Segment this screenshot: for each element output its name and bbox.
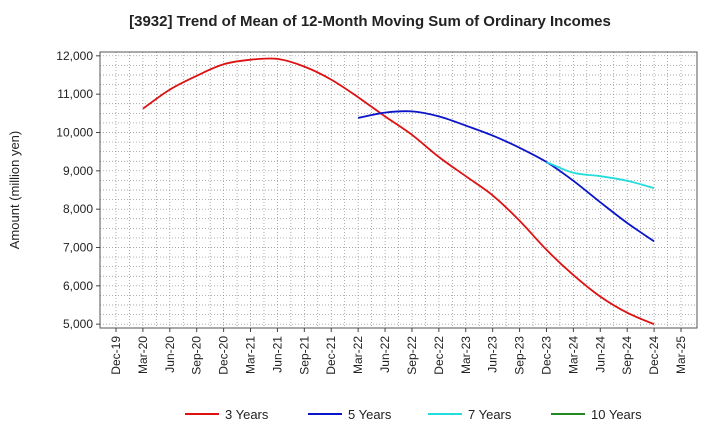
y-tick-label: 8,000 — [63, 202, 93, 216]
series-line-3-years — [142, 57, 655, 326]
x-tick-label: Jun-21 — [270, 336, 284, 373]
y-tick-label: 12,000 — [56, 49, 93, 63]
x-tick-label: Dec-23 — [539, 336, 553, 375]
x-tick-label: Sep-24 — [620, 336, 634, 375]
y-tick-label: 11,000 — [57, 87, 93, 101]
y-tick-label: 6,000 — [63, 279, 93, 293]
y-tick-label: 7,000 — [63, 241, 93, 255]
x-axis-ticks: Dec-19 Mar-20 Jun-20 Sep-20 Dec-20 Mar-21 Jun-… — [109, 328, 688, 375]
x-tick-label: Sep-20 — [190, 336, 204, 375]
x-tick-label: Sep-23 — [513, 336, 527, 375]
x-tick-label: Mar-22 — [351, 336, 365, 374]
x-tick-label: Dec-22 — [432, 336, 446, 375]
x-tick-label: Mar-21 — [244, 336, 258, 374]
x-tick-label: Mar-24 — [566, 336, 580, 374]
y-tick-label: 9,000 — [63, 164, 93, 178]
x-tick-label: Jun-22 — [378, 336, 392, 373]
legend: 3 Years 5 Years 7 Years 10 Years — [185, 407, 642, 422]
x-tick-label: Dec-24 — [647, 336, 661, 375]
x-tick-label: Mar-20 — [136, 336, 150, 374]
x-tick-label: Jun-24 — [593, 336, 607, 373]
x-tick-label: Dec-20 — [217, 336, 231, 375]
chart-title: [3932] Trend of Mean of 12-Month Moving … — [129, 13, 611, 30]
x-tick-label: Mar-25 — [674, 336, 688, 374]
series-line-5-years — [357, 110, 655, 243]
series-line-7-years — [546, 161, 655, 189]
grid-lines — [100, 52, 697, 328]
x-tick-label: Jun-20 — [163, 336, 177, 373]
y-tick-label: 5,000 — [63, 317, 93, 331]
x-tick-label: Dec-19 — [109, 336, 123, 375]
legend-label-7-years: 7 Years — [468, 407, 512, 422]
plot-frame — [99, 51, 698, 329]
y-axis-label: Amount (million yen) — [7, 131, 22, 250]
x-tick-label: Sep-22 — [405, 336, 419, 375]
series-lines — [142, 57, 655, 326]
x-tick-label: Dec-21 — [324, 336, 338, 375]
y-axis-ticks: 5,000 6,000 7,000 8,000 9,000 10,000 11,000 12,… — [56, 49, 100, 331]
x-tick-label: Jun-23 — [486, 336, 500, 373]
legend-label-3-years: 3 Years — [225, 407, 269, 422]
y-tick-label: 10,000 — [56, 126, 93, 140]
legend-label-5-years: 5 Years — [348, 407, 392, 422]
legend-label-10-years: 10 Years — [591, 407, 642, 422]
x-tick-label: Sep-21 — [297, 336, 311, 375]
x-tick-label: Mar-23 — [459, 336, 473, 374]
